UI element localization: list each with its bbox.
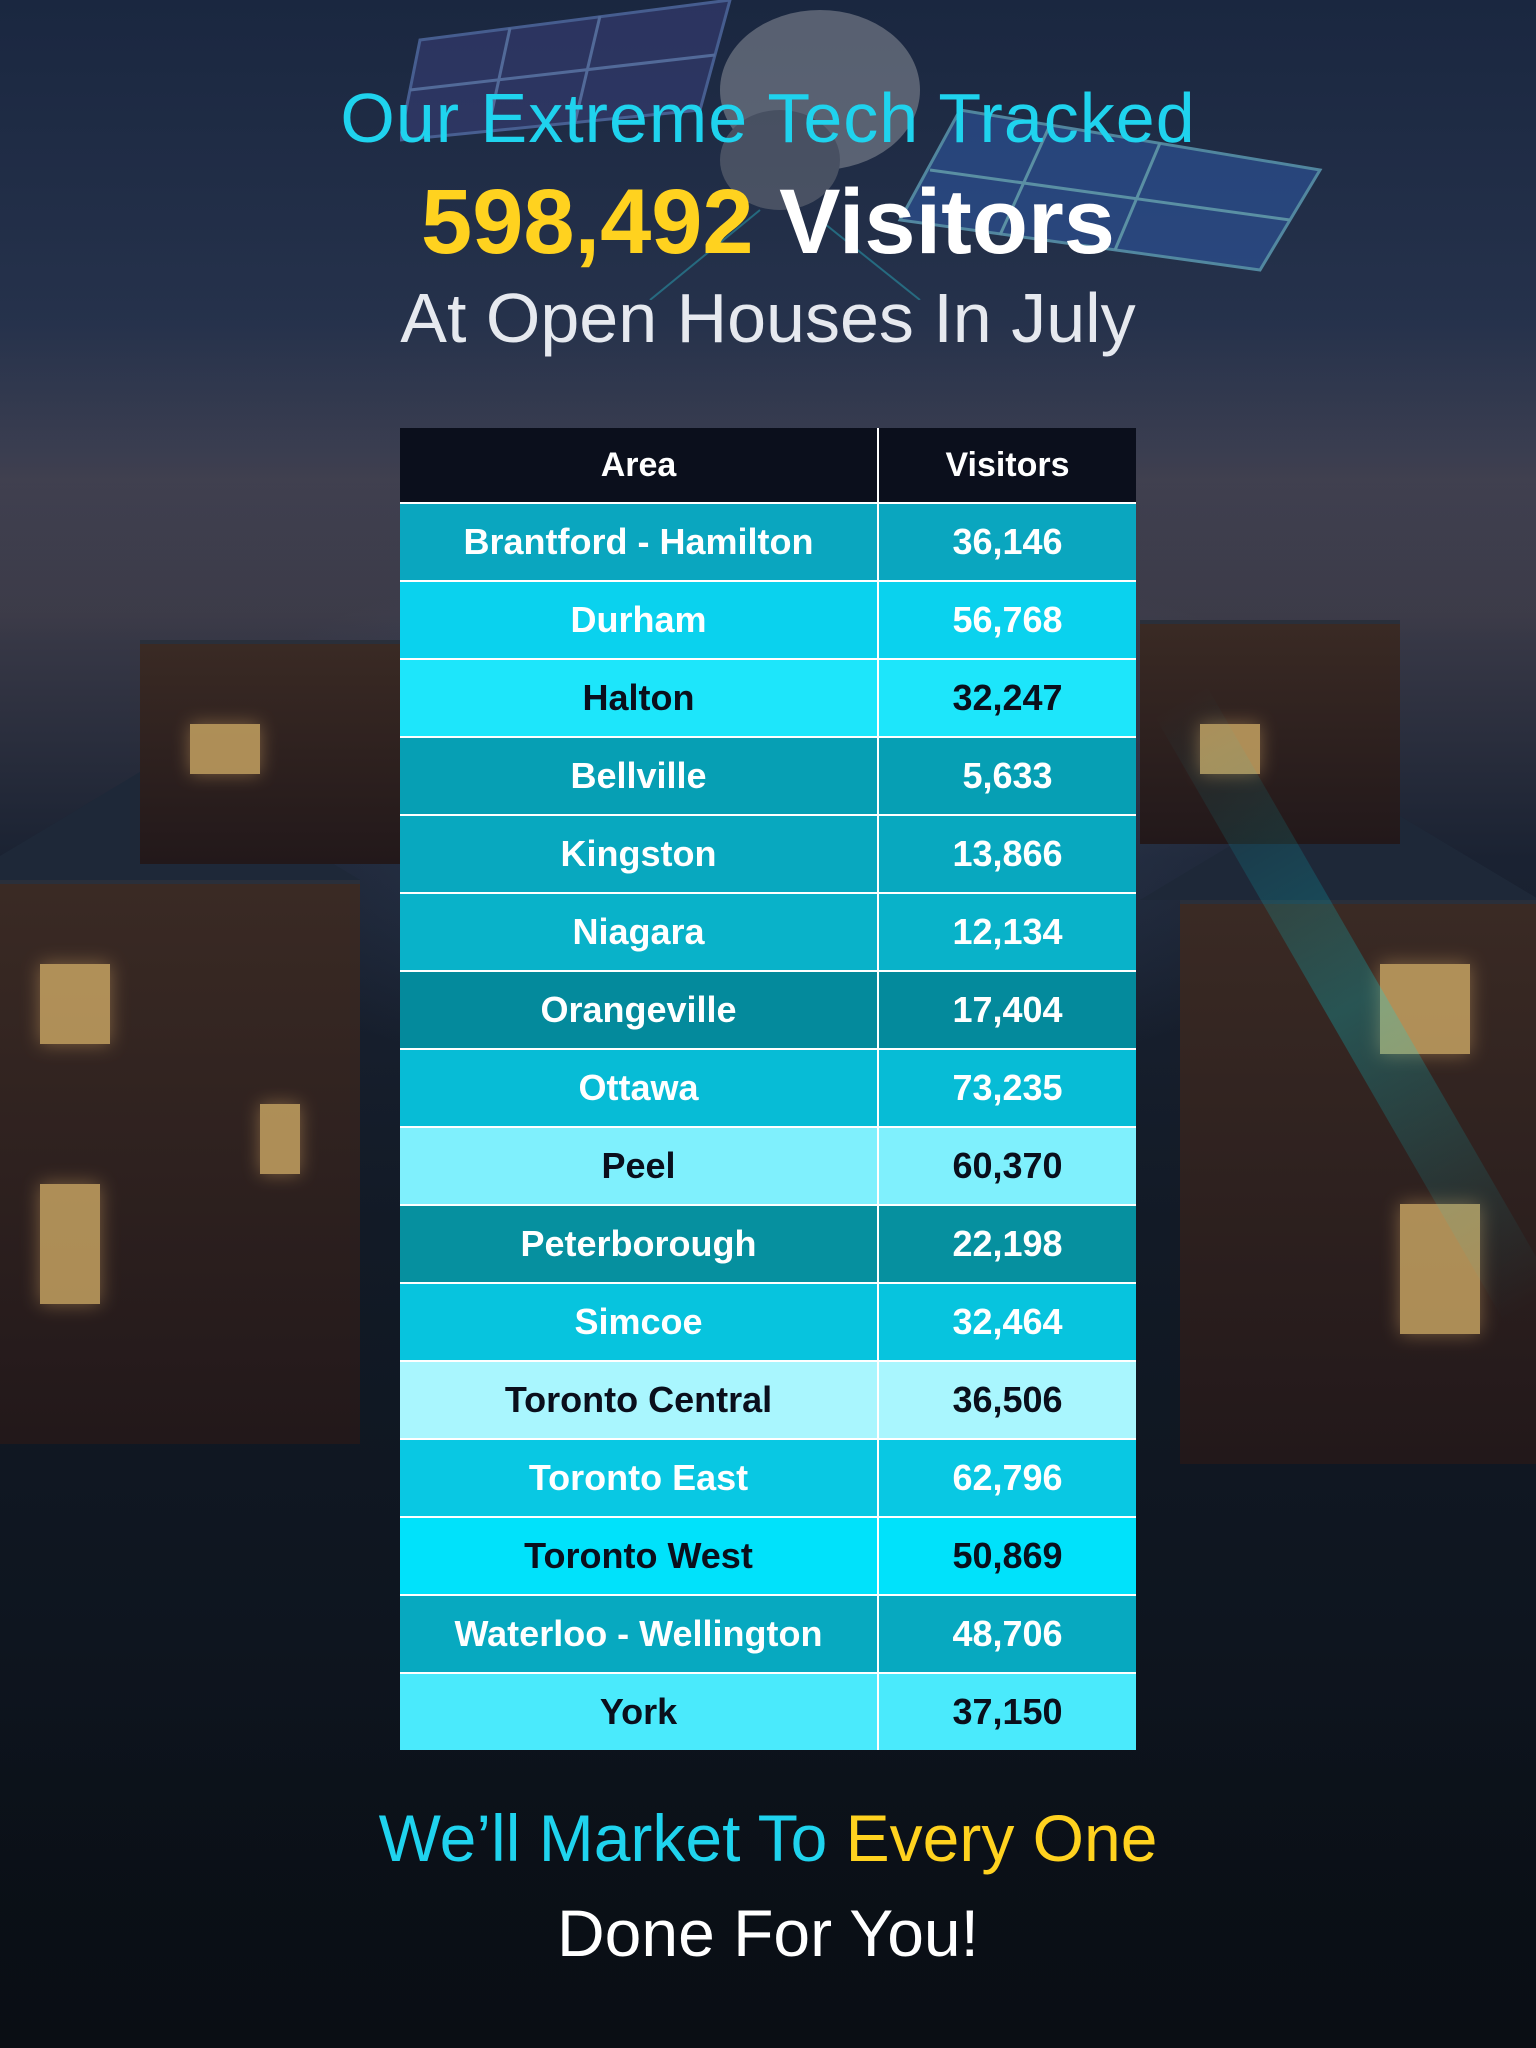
table-row: Niagara 12,134 [400,892,1136,971]
visitors-cell: 62,796 [877,1438,1136,1517]
area-cell: Orangeville [400,970,878,1049]
footer-line1: We’ll Market To Every One [0,1800,1536,1876]
visitors-cell: 73,235 [877,1048,1136,1127]
house-back-left [140,640,400,864]
table-body: Brantford - Hamilton 36,146 Durham 56,768 Ha… [400,502,1136,1750]
table-row: Peterborough 22,198 [400,1204,1136,1283]
column-header-visitors: Visitors [877,428,1136,503]
visitors-cell: 50,869 [877,1516,1136,1595]
visitors-cell: 60,370 [877,1126,1136,1205]
visitors-table: Area Visitors Brantford - Hamilton 36,146… [400,428,1136,1750]
visitors-cell: 12,134 [877,892,1136,971]
area-cell: Waterloo - Wellington [400,1594,878,1673]
area-cell: York [400,1672,878,1750]
ground-shade [0,1700,1536,2048]
table-row: Simcoe 32,464 [400,1282,1136,1361]
visitors-cell: 32,247 [877,658,1136,737]
visitor-label: Visitors [779,171,1115,273]
headline-line1: Our Extreme Tech Tracked [340,79,1196,157]
area-cell: Simcoe [400,1282,878,1361]
visitors-cell: 37,150 [877,1672,1136,1750]
visitors-cell: 48,706 [877,1594,1136,1673]
house-right [1180,900,1536,1464]
headline-visitors: 598,492 Visitors [0,170,1536,275]
visitors-cell: 5,633 [877,736,1136,815]
area-cell: Brantford - Hamilton [400,502,878,581]
area-cell: Niagara [400,892,878,971]
column-header-area: Area [400,428,878,503]
table-row: Peel 60,370 [400,1126,1136,1205]
table-row: Toronto West 50,869 [400,1516,1136,1595]
area-cell: Ottawa [400,1048,878,1127]
footer-line1-part2: Every One [845,1801,1158,1875]
visitors-cell: 36,506 [877,1360,1136,1439]
footer-line2: Done For You! [557,1896,979,1970]
visitors-cell: 32,464 [877,1282,1136,1361]
table-row: Toronto East 62,796 [400,1438,1136,1517]
table-row: Toronto Central 36,506 [400,1360,1136,1439]
footer-line1-part1: We’ll Market To [378,1801,846,1875]
visitor-total: 598,492 [421,171,754,273]
house-back-right [1140,620,1400,844]
table-row: Durham 56,768 [400,580,1136,659]
table-row: Orangeville 17,404 [400,970,1136,1049]
table-row: Halton 32,247 [400,658,1136,737]
visitors-cell: 22,198 [877,1204,1136,1283]
visitors-cell: 17,404 [877,970,1136,1049]
house-left [0,880,360,1444]
table-row: Brantford - Hamilton 36,146 [400,502,1136,581]
area-cell: Peel [400,1126,878,1205]
area-cell: Peterborough [400,1204,878,1283]
headline-line3: At Open Houses In July [400,279,1136,357]
area-cell: Toronto Central [400,1360,878,1439]
visitors-cell: 56,768 [877,580,1136,659]
table-row: Kingston 13,866 [400,814,1136,893]
area-cell: Bellville [400,736,878,815]
table-row: York 37,150 [400,1672,1136,1750]
satellite-icon [400,0,1323,300]
area-cell: Durham [400,580,878,659]
area-cell: Kingston [400,814,878,893]
area-cell: Toronto East [400,1438,878,1517]
visitors-cell: 36,146 [877,502,1136,581]
table-header-row: Area Visitors [400,428,1136,503]
area-cell: Toronto West [400,1516,878,1595]
table-row: Ottawa 73,235 [400,1048,1136,1127]
visitors-cell: 13,866 [877,814,1136,893]
table-row: Waterloo - Wellington 48,706 [400,1594,1136,1673]
table-row: Bellville 5,633 [400,736,1136,815]
area-cell: Halton [400,658,878,737]
